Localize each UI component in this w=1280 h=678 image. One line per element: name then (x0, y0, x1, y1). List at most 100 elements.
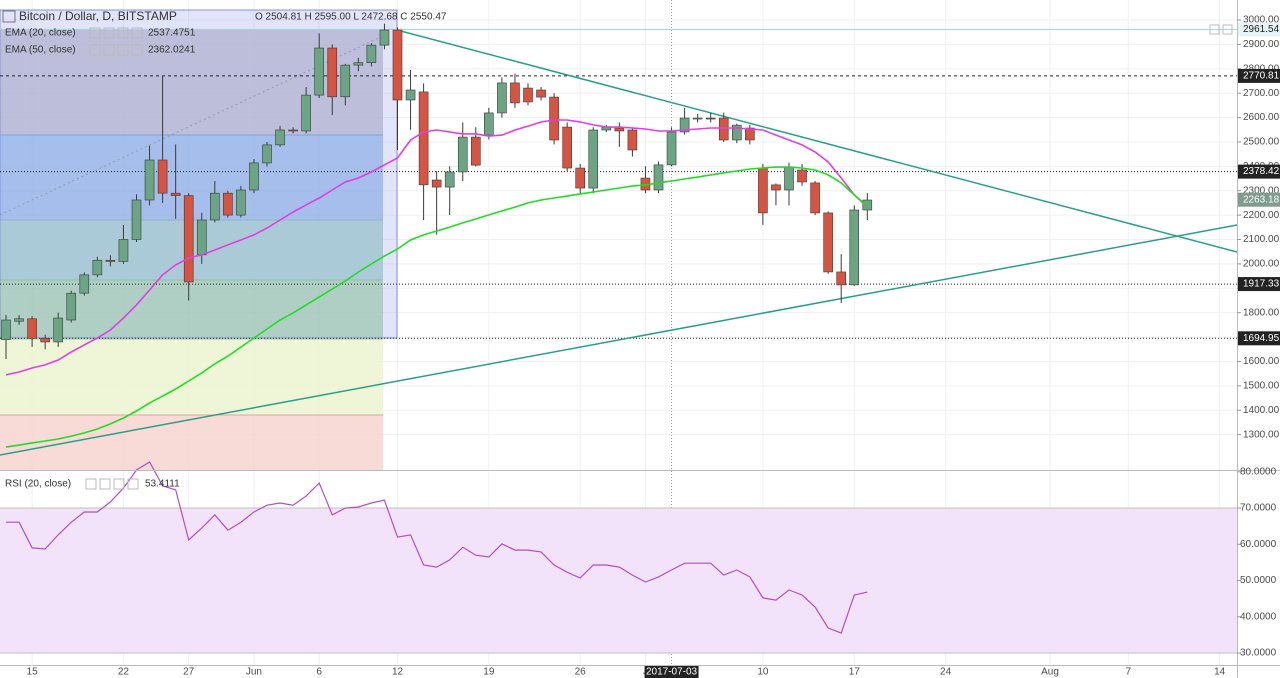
candle-body (549, 96, 559, 141)
legend-value: 2537.4751 (148, 28, 196, 39)
candle-body (314, 47, 325, 96)
candle-body (745, 127, 755, 141)
candle-body (444, 171, 455, 188)
candle-body (196, 219, 207, 256)
x-tick-label: 17 (849, 667, 861, 678)
candle-body (340, 64, 351, 98)
candle-body (418, 91, 429, 186)
rsi-legend: RSI (20, close) (5, 479, 71, 490)
collapse-icon[interactable] (2, 10, 16, 23)
y-tick-label: 60.0000 (1240, 539, 1277, 550)
icon[interactable] (131, 27, 143, 39)
chart-title: Bitcoin / Dollar, D, BITSTAMP (19, 9, 177, 23)
candle-body (27, 318, 37, 339)
axes: 152227Jun6121926J101724Aug7141300.001400… (27, 15, 1280, 678)
price-label-box (1238, 68, 1280, 83)
selection-box (0, 9, 398, 339)
candle-body (40, 337, 50, 343)
candles (1, 23, 873, 448)
icon[interactable] (117, 27, 129, 39)
candle-body (210, 192, 220, 221)
price-label-box (1238, 22, 1280, 37)
candle-body (692, 117, 703, 120)
fib-band (0, 280, 383, 340)
icon[interactable] (99, 478, 111, 490)
icon[interactable] (127, 478, 139, 490)
candle-body (275, 129, 285, 146)
ohlc-header: O 2504.81 H 2595.00 L 2472.68 C 2550.47 (255, 12, 447, 23)
candle-body (679, 117, 690, 133)
price-label: 2378.42 (1243, 166, 1280, 177)
candle-body (614, 127, 625, 132)
y-tick-label: 2600.00 (1243, 112, 1280, 123)
candle-body (431, 179, 442, 188)
price-label-box (1238, 331, 1280, 346)
price-label: 2961.54 (1243, 24, 1280, 35)
y-tick-label: 70.0000 (1240, 503, 1277, 514)
x-tick-label: 24 (940, 667, 952, 678)
legend-entry: EMA (50, close) (5, 45, 76, 56)
candle-body (836, 271, 847, 286)
candle-body (392, 29, 403, 101)
candle-body (862, 199, 873, 211)
icon[interactable] (113, 478, 125, 490)
candle-body (575, 167, 586, 189)
x-tick-label: 26 (575, 667, 587, 678)
candle-body (366, 44, 377, 63)
rsi-legend-value: 53.4111 (145, 479, 180, 490)
candle-body (1, 319, 11, 340)
y-tick-label: 30.0000 (1240, 648, 1277, 659)
candle-body (236, 189, 246, 216)
y-tick-label: 80.0000 (1240, 466, 1277, 477)
x-tick-label: 19 (483, 667, 495, 678)
icon[interactable] (103, 27, 115, 39)
candle-body (249, 162, 259, 191)
price-label: 1917.33 (1243, 279, 1280, 290)
y-tick-label: 1300.00 (1243, 429, 1280, 440)
rsi-band (0, 508, 1237, 654)
y-tick-label: 1500.00 (1243, 380, 1280, 391)
trend-line (0, 224, 1237, 456)
candle-body (666, 131, 677, 166)
candle-body (53, 317, 64, 343)
candle-body (144, 159, 155, 201)
candle-body (849, 209, 860, 286)
candle-body (157, 159, 168, 194)
icon[interactable] (89, 44, 101, 56)
candle-body (223, 192, 233, 216)
candle-body (79, 274, 90, 294)
y-tick-label: 3000.00 (1243, 15, 1280, 26)
x-tick-label: Aug (1041, 667, 1059, 678)
icon[interactable] (1209, 24, 1220, 35)
candle-body (105, 259, 116, 262)
candle-body (705, 117, 716, 120)
price-label-box (1238, 277, 1280, 292)
icon[interactable] (131, 44, 143, 56)
x-tick-label: 14 (1214, 667, 1226, 678)
candle-body (718, 117, 729, 141)
crosshair-box (644, 666, 699, 678)
x-tick-label: 7 (1126, 667, 1132, 678)
candle-body (562, 126, 572, 169)
candle-body (131, 199, 142, 240)
ema-line (5, 119, 868, 376)
price-label: 2770.81 (1243, 71, 1280, 82)
y-tick-label: 1800.00 (1243, 307, 1280, 318)
candle-body (170, 192, 181, 196)
candle-body (183, 195, 194, 283)
fib-band (0, 340, 383, 415)
candle-body (66, 292, 77, 321)
candle-body (510, 82, 520, 104)
icon[interactable] (89, 27, 101, 39)
candle-body (262, 144, 272, 164)
y-tick-label: 2500.00 (1243, 137, 1280, 148)
icon[interactable] (85, 478, 97, 490)
icon[interactable] (117, 44, 129, 56)
candle-body (731, 124, 742, 141)
x-tick-label: 10 (757, 667, 769, 678)
legend-entry: EMA (20, close) (5, 28, 76, 39)
icon[interactable] (1222, 24, 1233, 35)
icon[interactable] (103, 44, 115, 56)
